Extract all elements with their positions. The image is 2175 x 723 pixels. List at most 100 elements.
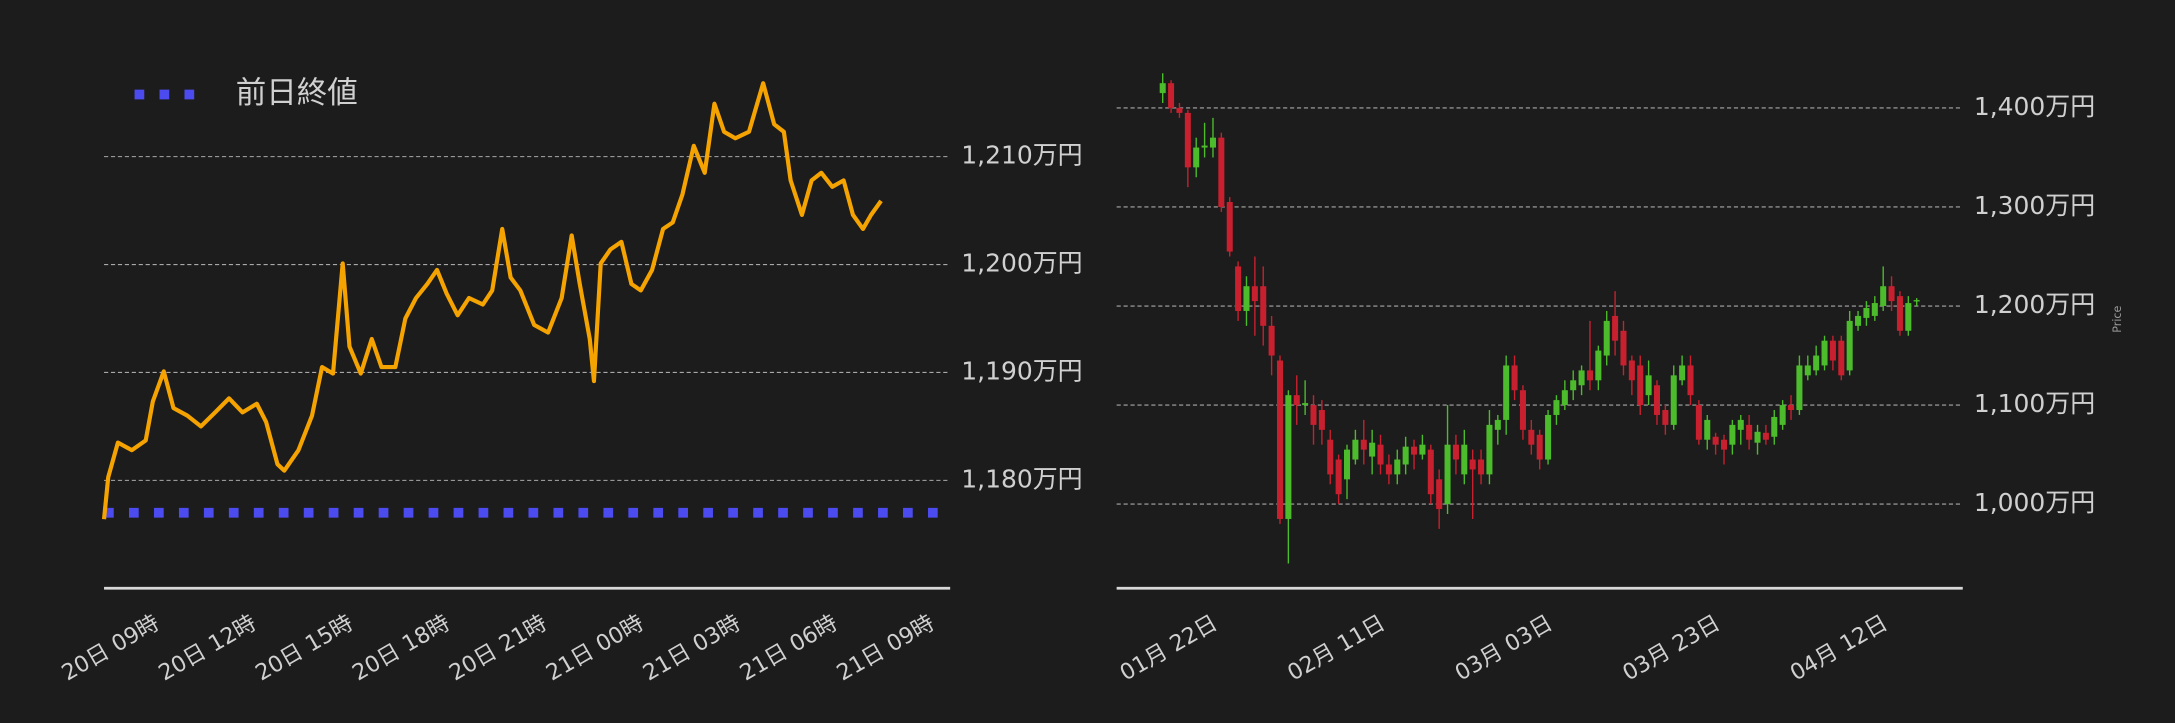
candle-body xyxy=(1503,365,1510,420)
candle-body xyxy=(1536,434,1543,460)
candle-body xyxy=(1603,320,1610,356)
candle-body xyxy=(1637,365,1644,406)
candle-body xyxy=(1452,444,1459,460)
candle-body xyxy=(1670,375,1677,425)
candle-body xyxy=(1720,439,1728,450)
candle-body xyxy=(1704,419,1711,440)
candle-body xyxy=(1687,365,1694,396)
legend-label: 前日終値 xyxy=(236,76,358,111)
candle-body xyxy=(1871,303,1878,316)
candle-body xyxy=(1779,405,1786,425)
candle-body xyxy=(1578,370,1585,386)
candle-body xyxy=(1695,405,1702,440)
candle-body xyxy=(1427,449,1434,495)
candle-body xyxy=(1486,424,1493,475)
candle-body xyxy=(1746,424,1753,440)
y-tick-label: 1,200万円 xyxy=(1974,290,2095,319)
candle-body xyxy=(1159,83,1166,94)
candle-body xyxy=(1653,385,1661,415)
candle-body xyxy=(1394,459,1401,475)
candle-body xyxy=(1385,464,1392,475)
candle-body xyxy=(1595,350,1602,381)
candle-body xyxy=(1369,442,1376,457)
candle-body xyxy=(1478,459,1485,475)
candle-body xyxy=(1561,390,1568,406)
candle-body xyxy=(1528,429,1535,445)
candle-body xyxy=(1645,375,1652,396)
candle-body xyxy=(1553,400,1560,415)
candle-body xyxy=(1469,459,1476,470)
candle-body xyxy=(1863,308,1870,318)
candle-body xyxy=(1737,419,1744,430)
candle-body xyxy=(1896,296,1903,331)
candle-body xyxy=(1813,355,1820,371)
candle-body xyxy=(1838,340,1845,376)
candle-body xyxy=(1218,137,1225,207)
y-tick-label: 1,400万円 xyxy=(1974,92,2095,121)
candle-body xyxy=(1176,107,1183,113)
candle-body xyxy=(1168,83,1175,108)
candle-body xyxy=(1888,286,1895,302)
candle-body xyxy=(1620,330,1627,366)
candle-body xyxy=(1586,370,1593,381)
candle-body xyxy=(1796,365,1803,411)
y-tick-label: 1,300万円 xyxy=(1974,191,2095,220)
candle-body xyxy=(1226,202,1233,252)
candle-body xyxy=(1193,147,1200,168)
candle-body xyxy=(1729,424,1736,445)
y-tick-label: 1,100万円 xyxy=(1974,389,2095,418)
candle-body xyxy=(1821,340,1828,366)
candle-body xyxy=(1352,439,1359,460)
candle-body xyxy=(1855,315,1862,326)
y-tick-label: 1,180万円 xyxy=(961,464,1082,493)
y-tick-label: 1,190万円 xyxy=(961,356,1082,385)
candle-body xyxy=(1327,439,1334,475)
candle-body xyxy=(1511,365,1518,391)
candle-body xyxy=(1235,266,1242,311)
candle-body xyxy=(1754,431,1761,443)
candle-body xyxy=(1201,145,1208,148)
candle-body xyxy=(1209,137,1216,148)
candle-body xyxy=(1545,414,1552,460)
candle-body xyxy=(1444,444,1451,505)
candle-body xyxy=(1519,390,1526,430)
candle-body xyxy=(1628,360,1635,381)
candle-body xyxy=(1276,360,1284,519)
candle-body xyxy=(1184,112,1191,168)
candle-body xyxy=(1419,444,1426,455)
candle-body xyxy=(1302,403,1309,406)
candle-body xyxy=(1436,479,1443,510)
candle-body xyxy=(1310,405,1317,425)
candle-body xyxy=(1318,410,1325,430)
y-tick-label: 1,210万円 xyxy=(961,141,1082,170)
candle-body xyxy=(1788,405,1795,411)
candle-body xyxy=(1570,380,1577,391)
candle-body xyxy=(1260,286,1267,326)
candle-body xyxy=(1771,416,1778,437)
candle-body xyxy=(1402,446,1409,465)
y-axis-label: Price xyxy=(2111,305,2124,332)
candle-body xyxy=(1494,419,1501,430)
candle-body xyxy=(1293,395,1300,406)
candle-body xyxy=(1679,365,1686,381)
y-tick-label: 1,000万円 xyxy=(1974,488,2095,517)
candle-body xyxy=(1343,449,1351,480)
candle-body xyxy=(1846,320,1853,371)
candle-body xyxy=(1285,395,1292,519)
candle-body xyxy=(1804,365,1811,376)
candle-body xyxy=(1268,325,1275,356)
y-tick-label: 1,200万円 xyxy=(961,249,1082,278)
candle-body xyxy=(1762,432,1769,440)
candle-body xyxy=(1880,286,1887,307)
candle-body xyxy=(1461,444,1468,475)
candle-body xyxy=(1662,410,1669,425)
candle-body xyxy=(1913,300,1920,302)
candle-body xyxy=(1251,286,1258,302)
candle-body xyxy=(1335,459,1342,495)
candle-body xyxy=(1360,439,1367,450)
candle-body xyxy=(1243,286,1250,311)
candle-body xyxy=(1612,315,1619,341)
candle-body xyxy=(1411,446,1418,455)
